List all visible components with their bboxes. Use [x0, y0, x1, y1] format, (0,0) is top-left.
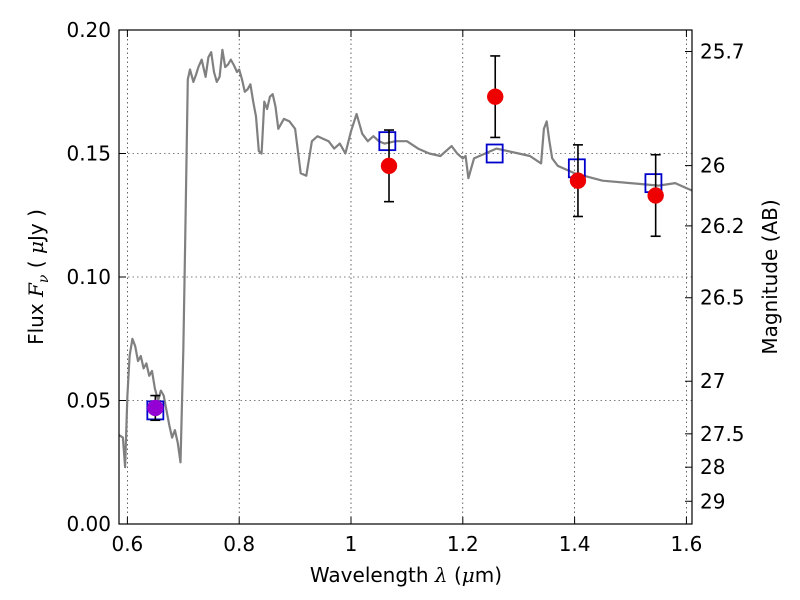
y-tick-label: 0.10	[66, 265, 111, 289]
y-axis-right-label: Magnitude (AB)	[758, 199, 782, 354]
ticks: 0.6 0.8 1 1.2 1.4 1.6 0.00 0.05 0.10 0.15 0.20 25.7…	[66, 18, 744, 556]
x-tick-label: 1	[345, 532, 358, 556]
y-tick-label: 0.05	[66, 389, 111, 413]
y-tick-label: 0.20	[66, 18, 111, 42]
data-point	[647, 187, 664, 204]
right-tick-label: 25.7	[700, 39, 745, 63]
x-tick-label: 1.6	[671, 532, 703, 556]
model-square-marker	[485, 143, 504, 164]
data-point	[486, 88, 504, 105]
data-point	[380, 157, 398, 175]
y-axis-label: Flux Fν ( μJy )	[24, 209, 52, 345]
plot-area	[118, 48, 693, 469]
right-tick-label: 26.2	[700, 214, 745, 238]
x-tick-label: 0.6	[111, 532, 143, 556]
right-tick-label: 28	[700, 455, 725, 479]
model-square-marker	[378, 131, 397, 152]
right-tick-label: 26.5	[700, 286, 745, 310]
y-tick-label: 0.00	[66, 512, 111, 536]
y-tick-label: 0.15	[66, 142, 111, 166]
right-tick-label: 29	[700, 489, 725, 513]
right-tick-label: 27.5	[700, 422, 745, 446]
right-tick-label: 26	[700, 154, 725, 178]
x-axis-label: Wavelength λ (μm)	[310, 563, 502, 587]
data-point	[569, 172, 587, 189]
data-point	[147, 399, 164, 417]
x-tick-label: 1.2	[447, 532, 479, 556]
x-tick-label: 1.4	[559, 532, 591, 556]
spectrum-line	[118, 48, 693, 469]
x-tick-label: 0.8	[223, 532, 255, 556]
right-tick-label: 27	[700, 369, 725, 393]
